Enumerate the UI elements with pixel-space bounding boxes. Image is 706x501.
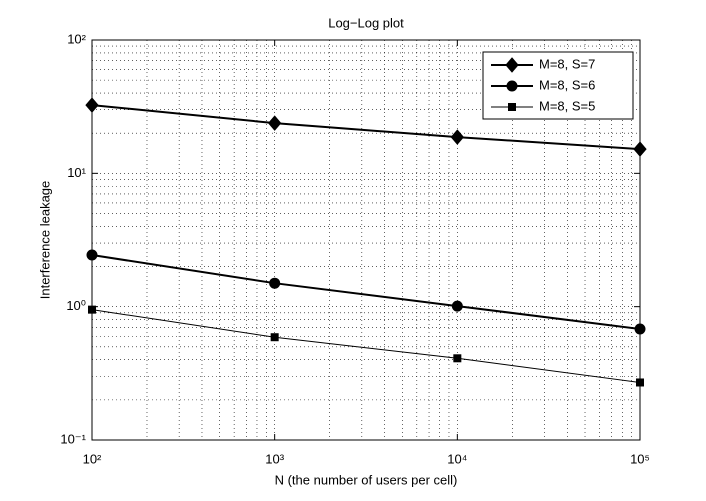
marker — [453, 354, 462, 363]
marker — [85, 97, 99, 113]
marker — [633, 141, 647, 157]
marker — [634, 323, 646, 335]
series-line — [91, 254, 641, 330]
x-axis-label: N (the number of users per cell) — [275, 472, 458, 487]
y-tick-label: 10⁻¹ — [60, 431, 86, 446]
marker — [450, 129, 464, 145]
legend-marker — [506, 80, 518, 92]
x-tick-label: 10⁵ — [630, 451, 650, 466]
x-tick-label: 10³ — [265, 451, 284, 466]
legend-marker — [505, 57, 519, 73]
y-tick-label: 10² — [67, 31, 86, 46]
marker — [451, 300, 463, 312]
y-axis-label: Interference leakage — [37, 181, 52, 300]
series-line — [91, 309, 641, 383]
marker — [269, 277, 281, 289]
y-tick-label: 10⁰ — [66, 298, 86, 313]
plot-frame — [91, 39, 641, 441]
legend-label: M=8, S=7 — [539, 56, 595, 71]
x-tick-label: 10² — [83, 451, 102, 466]
legend-marker — [508, 103, 516, 111]
legend-label: M=8, S=5 — [539, 98, 595, 113]
marker — [86, 249, 98, 261]
marker — [268, 115, 282, 131]
marker — [636, 378, 644, 387]
x-tick-label: 10⁴ — [447, 451, 467, 466]
chart-title: Log−Log plot — [328, 15, 404, 30]
marker — [270, 333, 279, 342]
series-line — [91, 104, 641, 151]
y-tick-label: 10¹ — [67, 165, 86, 180]
marker — [88, 305, 96, 314]
legend-label: M=8, S=6 — [539, 77, 595, 92]
